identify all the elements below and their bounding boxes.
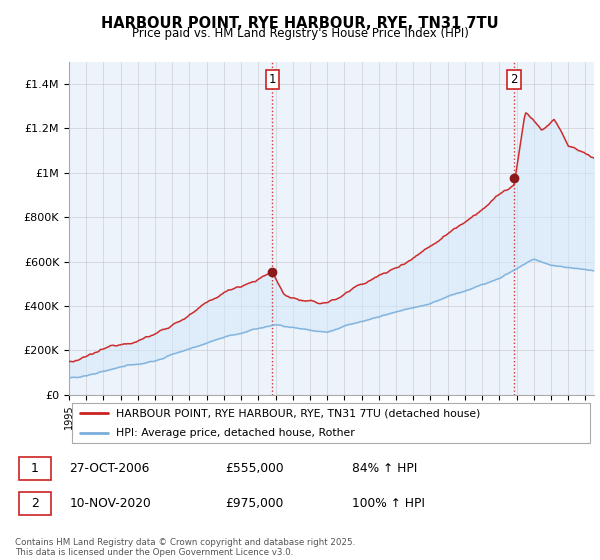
Text: 2: 2 xyxy=(31,497,38,510)
Text: HARBOUR POINT, RYE HARBOUR, RYE, TN31 7TU: HARBOUR POINT, RYE HARBOUR, RYE, TN31 7T… xyxy=(101,16,499,31)
Text: 100% ↑ HPI: 100% ↑ HPI xyxy=(352,497,425,510)
Text: HARBOUR POINT, RYE HARBOUR, RYE, TN31 7TU (detached house): HARBOUR POINT, RYE HARBOUR, RYE, TN31 7T… xyxy=(116,408,481,418)
Text: HPI: Average price, detached house, Rother: HPI: Average price, detached house, Roth… xyxy=(116,428,355,438)
Text: 2: 2 xyxy=(511,73,518,86)
Text: Price paid vs. HM Land Registry's House Price Index (HPI): Price paid vs. HM Land Registry's House … xyxy=(131,27,469,40)
Text: £975,000: £975,000 xyxy=(225,497,283,510)
Text: 1: 1 xyxy=(31,462,38,475)
Text: 10-NOV-2020: 10-NOV-2020 xyxy=(70,497,151,510)
FancyBboxPatch shape xyxy=(71,403,590,444)
Text: 1: 1 xyxy=(269,73,276,86)
FancyBboxPatch shape xyxy=(19,492,50,515)
Text: Contains HM Land Registry data © Crown copyright and database right 2025.
This d: Contains HM Land Registry data © Crown c… xyxy=(15,538,355,557)
FancyBboxPatch shape xyxy=(19,458,50,480)
Text: £555,000: £555,000 xyxy=(225,462,284,475)
Text: 84% ↑ HPI: 84% ↑ HPI xyxy=(352,462,417,475)
Text: 27-OCT-2006: 27-OCT-2006 xyxy=(70,462,150,475)
